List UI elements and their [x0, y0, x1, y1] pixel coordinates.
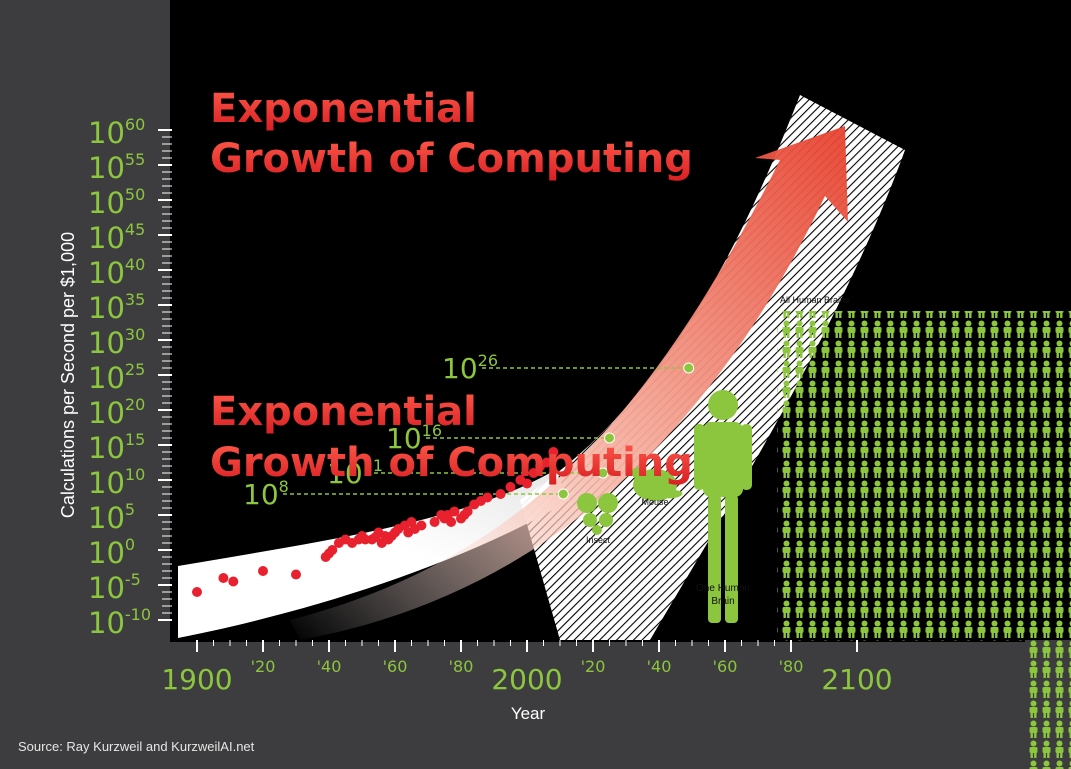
y-tick-label: 1055 — [88, 150, 145, 185]
milestone-value: 1016 — [386, 421, 442, 455]
y-tick-label: 1015 — [88, 430, 145, 465]
data-point — [228, 576, 239, 587]
chart-title-line2: Growth of Computing — [210, 136, 693, 182]
all-human-brains-label: All Human Brains — [780, 295, 850, 305]
x-axis-label: Year — [511, 704, 546, 723]
data-point — [482, 492, 493, 503]
data-point — [528, 468, 539, 478]
x-tick-label: '80 — [449, 657, 474, 676]
data-point — [258, 566, 268, 576]
data-point — [416, 520, 427, 531]
mouse-icon — [632, 467, 683, 501]
x-tick-label: '40 — [647, 657, 672, 676]
x-tick-label: 2100 — [821, 663, 892, 696]
data-point — [192, 587, 202, 597]
y-tick-label: 1010 — [88, 465, 145, 500]
milestone-dot — [597, 467, 609, 479]
data-point — [505, 482, 516, 492]
insect-icon — [577, 493, 618, 535]
data-point — [449, 506, 460, 517]
y-tick-label: 100 — [88, 535, 135, 570]
insect-label: Insect — [586, 535, 611, 545]
plot-extension — [170, 640, 1025, 642]
y-tick-label: 1035 — [88, 290, 145, 325]
x-tick-label: 1900 — [161, 663, 232, 696]
y-axis: 1060105510501045104010351030102510201015… — [88, 115, 172, 640]
data-point — [218, 573, 229, 583]
x-tick-label: '60 — [383, 657, 408, 676]
x-tick-label: 2000 — [491, 663, 562, 696]
chart-title-ghost-line1: Exponential — [210, 389, 477, 435]
human-brain-label: One Human Brain — [696, 583, 750, 607]
milestone-dot — [604, 432, 615, 444]
y-tick-label: 1050 — [88, 185, 145, 220]
y-tick-label: 1040 — [88, 255, 145, 290]
x-tick-label: '40 — [317, 657, 342, 676]
data-point — [291, 569, 301, 580]
chart-title-ghost-line2: Growth of Computing — [210, 440, 693, 486]
chart-title-line1: Exponential — [210, 86, 477, 132]
x-axis: 1900 '20 '40 '60 '80 2000 '20 '40 '60 '80 2100 — [161, 640, 893, 696]
x-tick-label: '20 — [581, 657, 606, 676]
y-tick-label: 1045 — [88, 220, 145, 255]
y-tick-label: 10-5 — [88, 570, 141, 605]
data-point — [462, 506, 473, 517]
y-tick-label: 1025 — [88, 360, 145, 395]
y-tick-label: 1020 — [88, 395, 145, 430]
data-points — [192, 447, 559, 597]
data-point — [327, 545, 338, 555]
data-point — [495, 489, 506, 499]
crowd-icons — [777, 311, 1071, 641]
y-tick-label: 105 — [88, 500, 135, 535]
source-note: Source: Ray Kurzweil and KurzweilAI.net — [18, 739, 255, 754]
x-tick-label: '80 — [779, 657, 804, 676]
milestone-dot — [557, 488, 569, 500]
y-tick-label: 10-10 — [88, 605, 151, 640]
x-tick-label: '60 — [713, 657, 738, 676]
human-icon — [694, 390, 752, 623]
mouse-label: Mouse — [641, 497, 668, 507]
milestone-value: 1011 — [327, 456, 383, 490]
milestone-dot — [683, 362, 695, 374]
data-point — [548, 447, 559, 457]
data-point — [522, 478, 532, 489]
data-point — [429, 517, 440, 527]
growth-arrow — [290, 126, 848, 640]
y-tick-label: 1060 — [88, 115, 145, 150]
data-point — [446, 517, 457, 527]
crowd-icons-lower — [1025, 640, 1071, 769]
x-tick-label: '20 — [251, 657, 276, 676]
milestone-value: 1026 — [442, 351, 498, 385]
data-point — [541, 457, 552, 468]
y-axis-label: Calculations per Second per $1,000 — [58, 232, 78, 518]
y-tick-label: 1030 — [88, 325, 145, 360]
milestone-value: 108 — [243, 477, 289, 511]
